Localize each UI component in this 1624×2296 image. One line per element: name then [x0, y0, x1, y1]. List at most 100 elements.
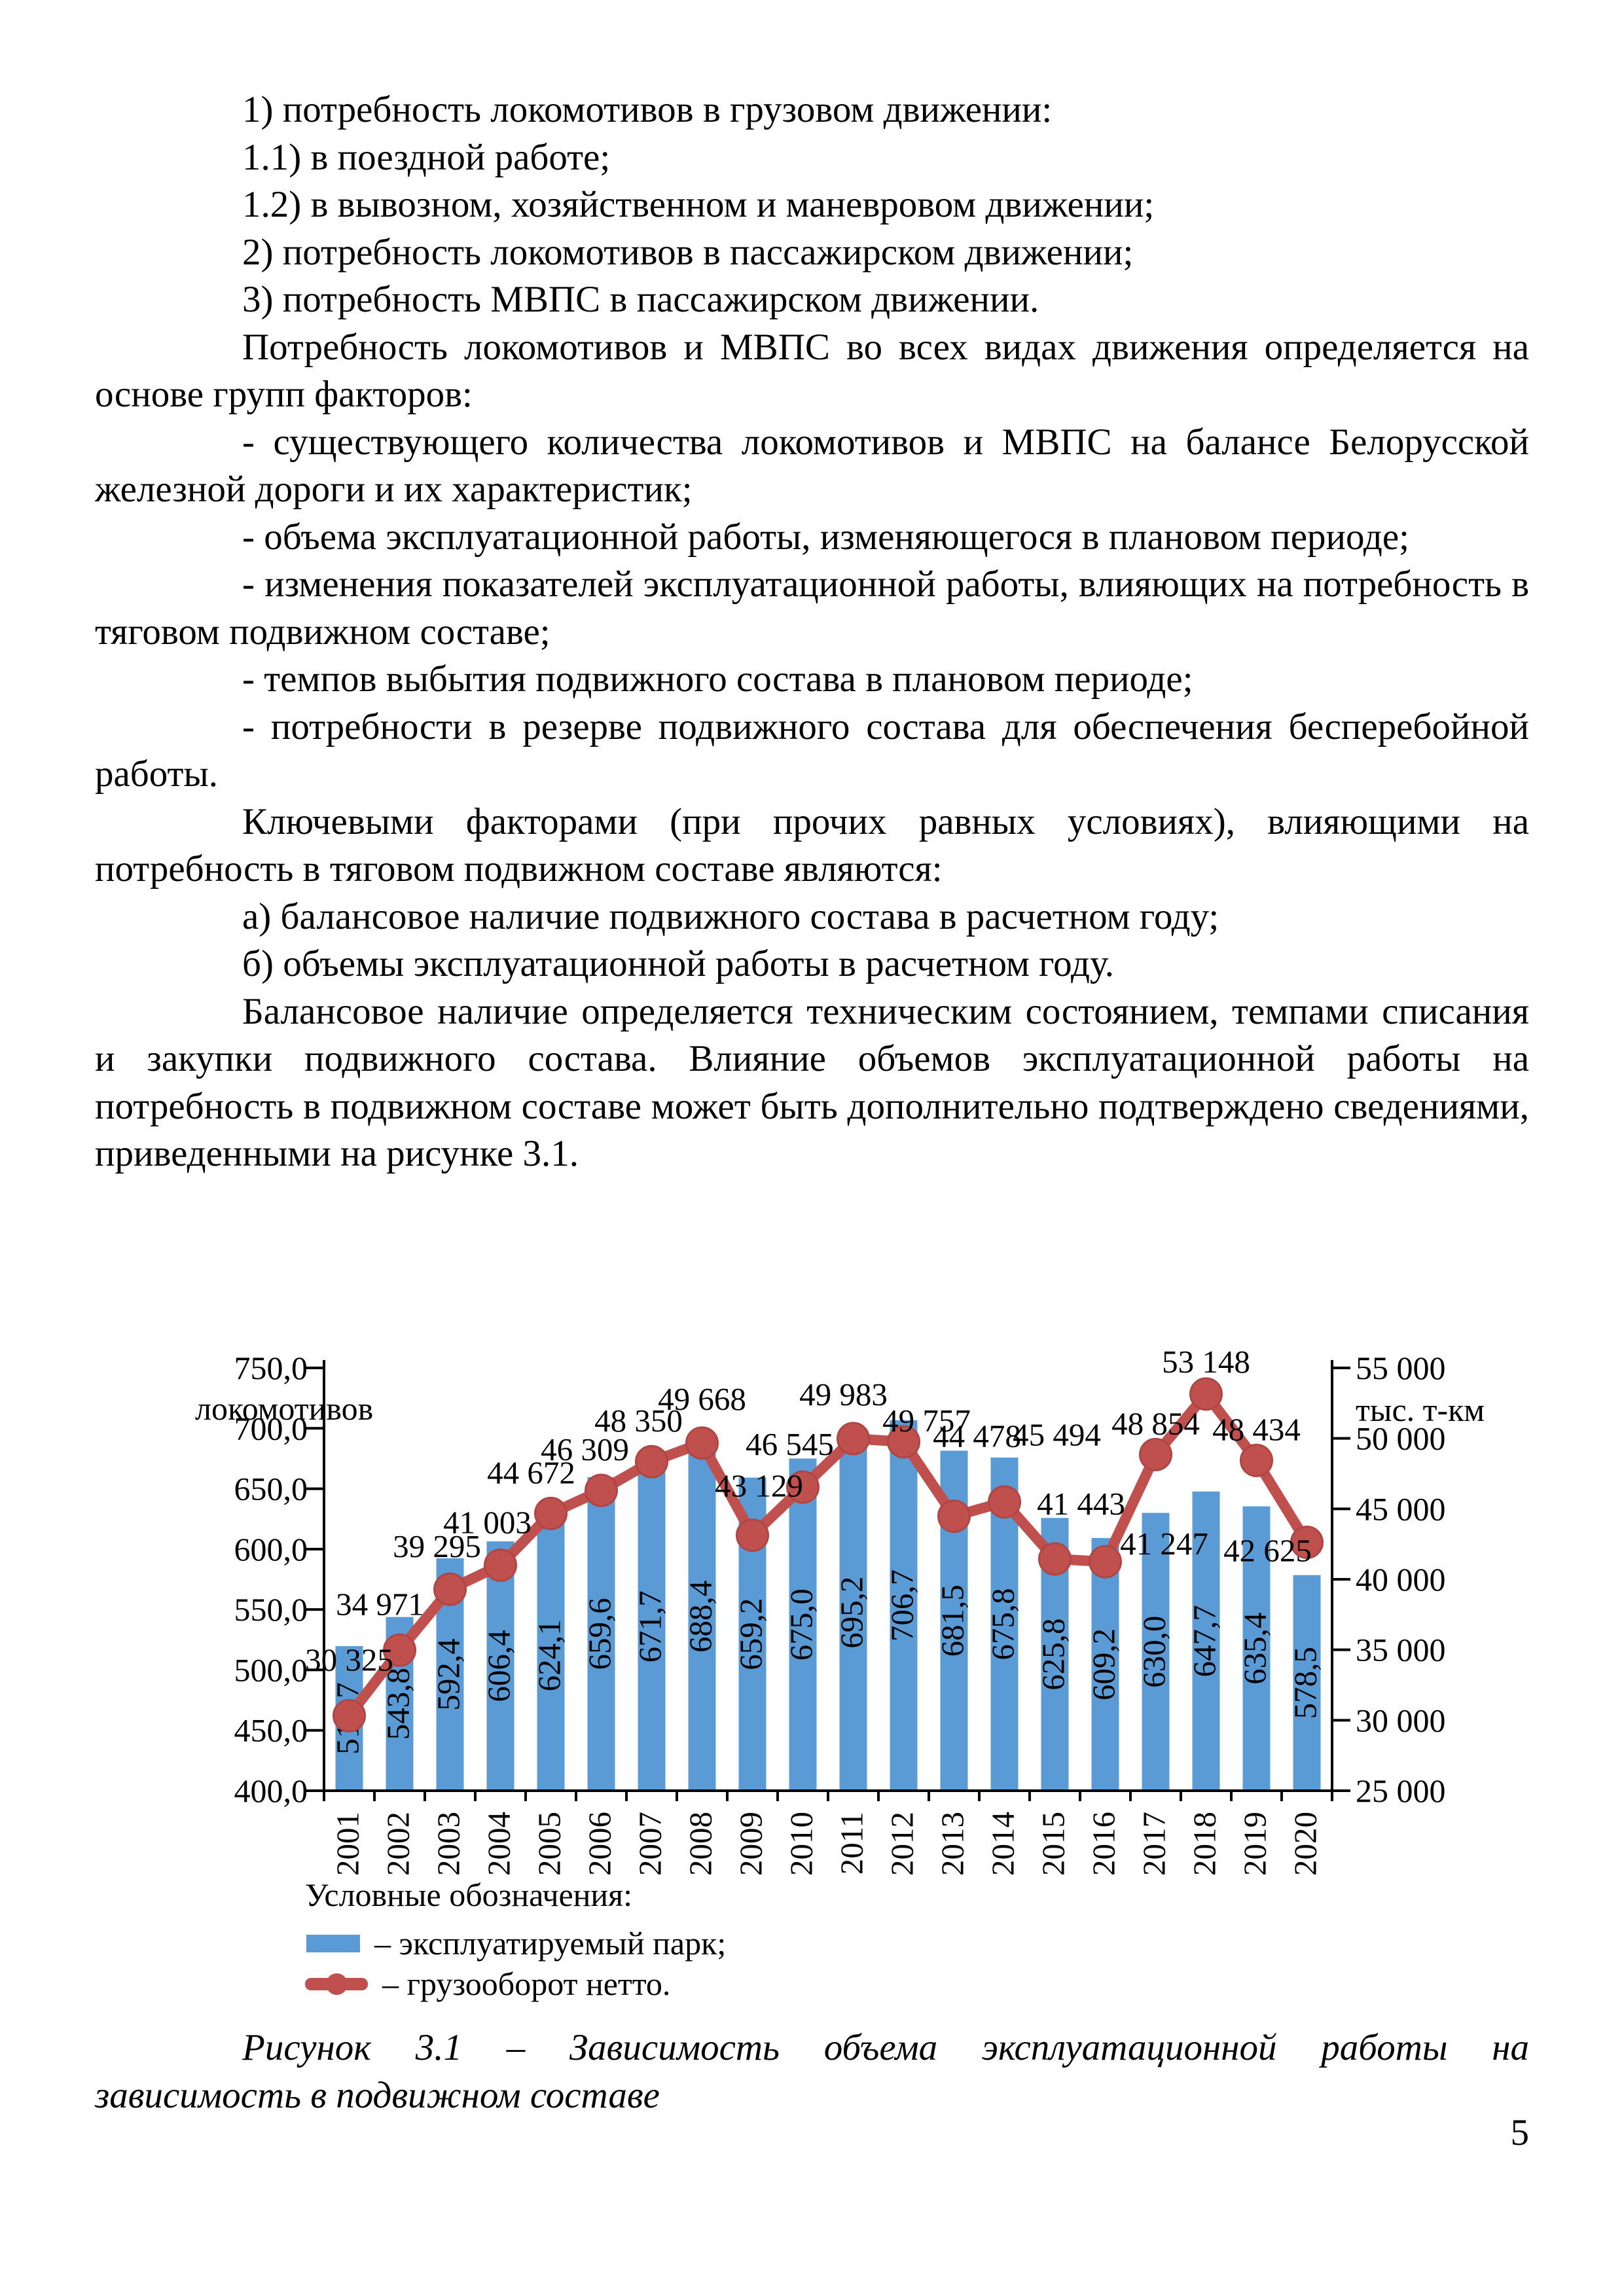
- left-axis-tick-label: 600,0: [234, 1531, 308, 1568]
- line-value-label: 45 494: [1013, 1417, 1101, 1453]
- x-axis-year-label: 2009: [733, 1812, 769, 1876]
- line-marker: [937, 1499, 971, 1534]
- line-value-label: 48 854: [1111, 1405, 1200, 1441]
- right-axis-tick-label: 55 000: [1356, 1350, 1446, 1386]
- x-axis-year-label: 2011: [834, 1812, 870, 1874]
- line-marker: [585, 1473, 618, 1507]
- bullet-item: - существующего количества локомотивов и…: [95, 421, 1529, 511]
- x-axis-year-label: 2014: [985, 1812, 1021, 1876]
- line-marker: [383, 1633, 416, 1667]
- bar-value-label: 609,2: [1086, 1628, 1122, 1700]
- line-value-label: 41 443: [1037, 1486, 1125, 1522]
- bar: [638, 1462, 666, 1791]
- paragraph: Балансовое наличие определяется техничес…: [95, 990, 1529, 1175]
- bar-value-label: 625,8: [1036, 1618, 1072, 1690]
- line-marker: [736, 1518, 769, 1552]
- body-text: 1) потребность локомотивов в грузовом дв…: [95, 86, 1529, 1178]
- left-axis-title: локомотивов: [195, 1390, 373, 1427]
- line-marker: [988, 1485, 1021, 1519]
- line-marker: [635, 1444, 668, 1479]
- bar-value-label: 681,5: [935, 1585, 971, 1657]
- right-axis-title: тыс. т-км: [1356, 1391, 1485, 1428]
- bar: [688, 1442, 716, 1791]
- line-marker: [1038, 1542, 1072, 1576]
- line-value-label: 44 672: [487, 1454, 575, 1490]
- bar: [1242, 1506, 1271, 1791]
- left-axis-tick-label: 700,0: [234, 1410, 308, 1446]
- right-axis-tick-label: 50 000: [1356, 1420, 1446, 1457]
- paragraph: Потребность локомотивов и МВПС во всех в…: [95, 326, 1529, 416]
- line-marker: [1290, 1525, 1324, 1559]
- bar-value-label: 659,2: [733, 1598, 769, 1670]
- paragraph: Ключевыми факторами (при прочих равных у…: [95, 800, 1529, 890]
- line-value-label: 48 350: [594, 1403, 683, 1439]
- line-value-label: 49 757: [882, 1403, 971, 1439]
- bar-value-label: 671,7: [632, 1590, 668, 1662]
- list-item-2: 2) потребность локомотивов в пассажирско…: [242, 231, 1134, 273]
- left-axis-tick-label: 500,0: [234, 1651, 308, 1688]
- figure-caption-line1: Рисунок 3.1 – Зависимость объема эксплуа…: [242, 2027, 1529, 2068]
- bar-value-label: 675,0: [784, 1588, 820, 1660]
- x-axis-year-label: 2010: [784, 1812, 820, 1876]
- bar: [839, 1434, 867, 1791]
- line-marker: [534, 1496, 568, 1530]
- x-axis-year-label: 2004: [481, 1812, 517, 1876]
- line-marker: [433, 1572, 467, 1606]
- right-axis-tick-label: 40 000: [1356, 1561, 1446, 1598]
- line-value-label: 48 434: [1212, 1411, 1301, 1447]
- figure-3-1-chart: 519,7543,8592,4606,4624,1659,6671,7688,4…: [195, 1344, 1485, 1876]
- left-axis-tick-label: 450,0: [234, 1712, 308, 1749]
- bullet-item: - темпов выбытия подвижного состава в пл…: [242, 658, 1193, 700]
- x-axis-year-label: 2012: [884, 1812, 920, 1876]
- x-axis-year-label: 2008: [683, 1812, 719, 1876]
- line-value-label: 46 309: [541, 1431, 629, 1467]
- x-axis-year-label: 2001: [330, 1812, 366, 1876]
- x-axis-year-label: 2006: [582, 1812, 618, 1876]
- line-swatch-icon: [305, 1973, 368, 1995]
- figure-caption: Рисунок 3.1 – Зависимость объема эксплуа…: [95, 2024, 1529, 2119]
- right-axis-tick-label: 30 000: [1356, 1702, 1446, 1738]
- line-value-label: 30 325: [305, 1641, 393, 1677]
- bar-value-label: 606,4: [481, 1630, 517, 1702]
- bar-value-label: 695,2: [834, 1576, 870, 1648]
- bar-value-label: 688,4: [683, 1581, 719, 1653]
- list-item-b: б) объемы эксплуатационной работы в расч…: [242, 943, 1115, 984]
- x-axis-year-label: 2003: [431, 1812, 467, 1876]
- legend-item-bar: – эксплуатируемый парк;: [305, 1923, 1221, 1964]
- x-axis-year-label: 2017: [1136, 1812, 1172, 1876]
- line-marker: [484, 1548, 517, 1582]
- bar: [1142, 1513, 1170, 1791]
- legend-item-line: – грузооборот нетто.: [305, 1964, 1221, 2004]
- right-axis-tick-label: 45 000: [1356, 1490, 1446, 1527]
- line-value-label: 39 295: [393, 1528, 481, 1564]
- page-number: 5: [1510, 2112, 1530, 2153]
- bar: [789, 1458, 817, 1791]
- line-marker: [333, 1698, 366, 1732]
- left-axis-tick-label: 650,0: [234, 1471, 308, 1507]
- legend-item-label: – грузооборот нетто.: [382, 1965, 671, 2002]
- x-axis-year-label: 2018: [1187, 1812, 1223, 1876]
- bar-swatch-icon: [306, 1934, 360, 1952]
- line-value-label: 49 668: [658, 1381, 746, 1417]
- right-axis-tick-label: 35 000: [1356, 1632, 1446, 1668]
- bar-value-label: 630,0: [1136, 1616, 1172, 1688]
- x-axis-year-label: 2002: [380, 1812, 416, 1876]
- bar-value-label: 592,4: [431, 1638, 467, 1710]
- line-value-label: 42 625: [1223, 1532, 1312, 1568]
- line-marker: [1189, 1377, 1223, 1411]
- left-axis-tick-label: 750,0: [234, 1350, 308, 1386]
- line-value-label: 34 971: [336, 1586, 424, 1622]
- line-marker: [685, 1426, 719, 1460]
- x-axis-year-label: 2005: [532, 1812, 568, 1876]
- bar: [890, 1420, 918, 1791]
- line-value-label: 49 983: [799, 1376, 888, 1412]
- bar-value-label: 659,6: [582, 1598, 618, 1670]
- bullet-item: - изменения показателей эксплуатационной…: [95, 564, 1529, 653]
- bar: [1091, 1537, 1119, 1791]
- legend-title: Условные обозначения:: [305, 1876, 633, 1913]
- line-marker: [786, 1470, 820, 1504]
- x-axis-year-label: 2013: [935, 1812, 971, 1876]
- list-item-a: а) балансовое наличие подвижного состава…: [242, 895, 1219, 937]
- bar-value-label: 543,8: [380, 1668, 416, 1740]
